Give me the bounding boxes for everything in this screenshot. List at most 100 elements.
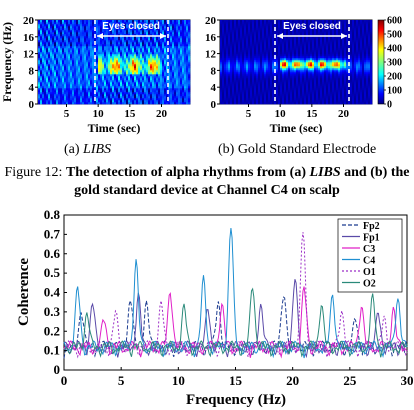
heatmap-cell	[110, 102, 113, 105]
heatmap-cell	[176, 66, 179, 69]
heatmap-cell	[50, 84, 53, 87]
heatmap-cell	[120, 94, 123, 97]
heatmap-cell	[250, 90, 253, 93]
heatmap-cell	[44, 96, 47, 99]
heatmap-cell	[102, 56, 105, 59]
heatmap-cell	[226, 56, 229, 59]
heatmap-cell	[42, 102, 45, 105]
heatmap-cell	[48, 46, 51, 49]
heatmap-cell	[250, 78, 253, 81]
heatmap-cell	[106, 82, 109, 85]
heatmap-cell	[188, 20, 191, 23]
heatmap-cell	[258, 42, 261, 45]
heatmap-cell	[166, 58, 169, 61]
heatmap-cell	[138, 46, 141, 49]
heatmap-cell	[178, 76, 181, 79]
heatmap-cell	[140, 40, 143, 43]
heatmap-cell	[254, 78, 257, 81]
heatmap-cell	[62, 94, 65, 97]
heatmap-cell	[224, 56, 227, 59]
heatmap-cell	[122, 64, 125, 67]
heatmap-cell	[176, 80, 179, 83]
heatmap-cell	[110, 98, 113, 101]
heatmap-cell	[188, 48, 191, 51]
heatmap-cell	[140, 70, 143, 73]
heatmap-cell	[238, 76, 241, 79]
heatmap-cell	[104, 58, 107, 61]
heatmap-cell	[290, 42, 293, 45]
heatmap-cell	[176, 58, 179, 61]
heatmap-cell	[252, 94, 255, 97]
heatmap-cell	[58, 34, 61, 37]
heatmap-cell	[64, 22, 67, 25]
heatmap-cell	[272, 98, 275, 101]
heatmap-cell	[298, 32, 301, 35]
heatmap-cell	[226, 74, 229, 77]
heatmap-cell	[222, 78, 225, 81]
heatmap-cell	[166, 78, 169, 81]
heatmap-cell	[172, 30, 175, 33]
heatmap-cell	[130, 32, 133, 35]
heatmap-cell	[46, 38, 49, 41]
heatmap-cell	[50, 44, 53, 47]
heatmap-cell	[242, 36, 245, 39]
heatmap-cell	[44, 62, 47, 65]
heatmap-cell	[112, 54, 115, 57]
heatmap-cell	[178, 94, 181, 97]
heatmap-cell	[50, 82, 53, 85]
heatmap-cell	[38, 74, 41, 77]
heatmap-cell	[244, 32, 247, 35]
heatmap-cell	[250, 102, 253, 105]
heatmap-cell	[88, 20, 91, 23]
heatmap-cell	[170, 22, 173, 25]
heatmap-cell	[136, 46, 139, 49]
heatmap-cell	[266, 28, 269, 31]
heatmap-cell	[106, 36, 109, 39]
heatmap-cell	[82, 74, 85, 77]
heatmap-cell	[58, 100, 61, 103]
heatmap-cell	[272, 92, 275, 95]
heatmap-cell	[290, 84, 293, 87]
heatmap-cell	[130, 70, 133, 73]
heatmap-cell	[78, 50, 81, 53]
heatmap-cell	[112, 80, 115, 83]
heatmap-cell	[220, 42, 223, 45]
heatmap-cell	[44, 26, 47, 29]
heatmap-cell	[270, 68, 273, 71]
heatmap-cell	[172, 20, 175, 23]
heatmap-cell	[174, 86, 177, 89]
heatmap-cell	[46, 48, 49, 51]
heatmap-cell	[40, 20, 43, 23]
heatmap-cell	[276, 42, 279, 45]
heatmap-cell	[150, 48, 153, 51]
heatmap-cell	[84, 58, 87, 61]
heatmap-cell	[274, 102, 277, 105]
heatmap-cell	[296, 46, 299, 49]
heatmap-cell	[130, 72, 133, 75]
heatmap-cell	[96, 32, 99, 35]
heatmap-cell	[164, 44, 167, 47]
heatmap-cell	[220, 76, 223, 79]
heatmap-cell	[240, 38, 243, 41]
heatmap-cell	[68, 32, 71, 35]
heatmap-cell	[260, 88, 263, 91]
heatmap-cell	[284, 58, 287, 61]
heatmap-cell	[60, 76, 63, 79]
heatmap-cell	[140, 96, 143, 99]
heatmap-cell	[92, 20, 95, 23]
heatmap-cell	[124, 76, 127, 79]
heatmap-cell	[82, 86, 85, 89]
heatmap-cell	[166, 36, 169, 39]
heatmap-cell	[118, 98, 121, 101]
heatmap-cell	[264, 60, 267, 63]
heatmap-cell	[270, 40, 273, 43]
heatmap-cell	[98, 88, 101, 91]
heatmap-cell	[296, 102, 299, 105]
heatmap-cell	[248, 24, 251, 27]
heatmap-cell	[140, 88, 143, 91]
heatmap-cell	[106, 30, 109, 33]
heatmap-cell	[68, 22, 71, 25]
heatmap-cell	[158, 42, 161, 45]
heatmap-cell	[86, 20, 89, 23]
heatmap-cell	[46, 66, 49, 69]
